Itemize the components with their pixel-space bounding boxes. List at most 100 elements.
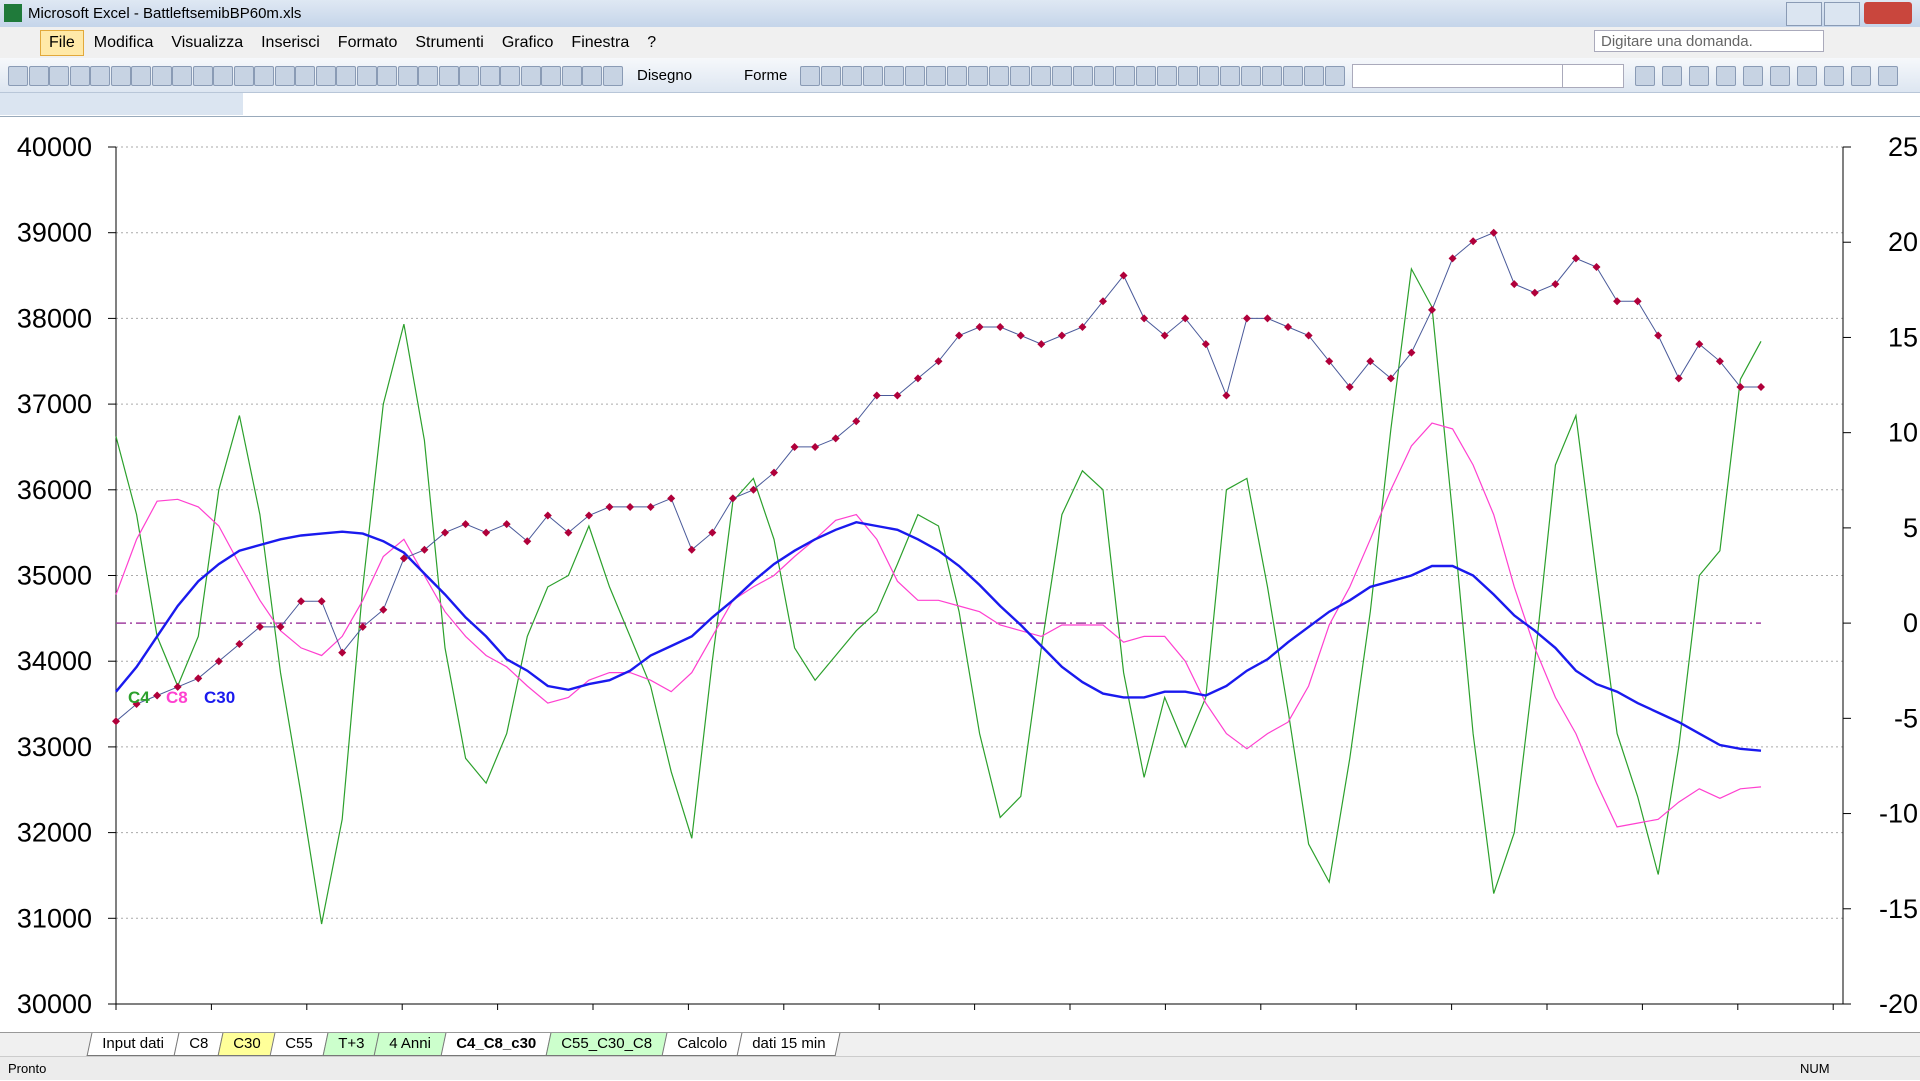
- toolbar-icon[interactable]: [459, 66, 479, 86]
- sheet-tab[interactable]: Input dati: [86, 1033, 180, 1056]
- toolbar-icon[interactable]: [1716, 66, 1736, 86]
- menu-item[interactable]: File: [40, 29, 84, 56]
- toolbar-icon[interactable]: [356, 66, 377, 86]
- maximize-button[interactable]: [1824, 2, 1860, 26]
- toolbar-icon[interactable]: [479, 66, 500, 86]
- toolbar-icon[interactable]: [213, 66, 233, 86]
- tab-label[interactable]: 4 Anni: [389, 1035, 432, 1052]
- help-box[interactable]: Digitare una domanda.: [1594, 30, 1824, 52]
- tab-label[interactable]: Calcolo: [677, 1035, 728, 1052]
- toolbar-icon[interactable]: [274, 66, 295, 86]
- tab-label[interactable]: C55: [285, 1035, 314, 1052]
- sheet-tab[interactable]: Calcolo: [661, 1033, 743, 1056]
- toolbar-icon[interactable]: [905, 66, 925, 86]
- toolbar-icon[interactable]: [1052, 66, 1072, 86]
- tab-label[interactable]: Input dati: [102, 1035, 164, 1052]
- sheet-tab[interactable]: T+3: [322, 1033, 380, 1056]
- toolbar-icon[interactable]: [1325, 66, 1345, 86]
- toolbar-icon[interactable]: [1073, 66, 1093, 86]
- toolbar-icon[interactable]: [1031, 66, 1051, 86]
- toolbar-icon[interactable]: [947, 66, 967, 86]
- sheet-tab[interactable]: dati 15 min: [736, 1033, 841, 1056]
- toolbar-icon[interactable]: [1010, 66, 1030, 86]
- toolbar-icon[interactable]: [8, 66, 28, 86]
- toolbar-icon[interactable]: [541, 66, 561, 86]
- toolbar-icon[interactable]: [315, 66, 336, 86]
- menu-item[interactable]: ?: [647, 33, 657, 51]
- toolbar-icon[interactable]: [192, 66, 213, 86]
- sheet-tab[interactable]: C55: [269, 1033, 329, 1056]
- toolbar-icon[interactable]: [1878, 66, 1898, 86]
- toolbar-icon[interactable]: [968, 66, 988, 86]
- toolbar-icon[interactable]: [1178, 66, 1198, 86]
- tab-label[interactable]: C4_C8_c30: [456, 1035, 537, 1052]
- menu-item[interactable]: Formato: [337, 33, 398, 51]
- toolbar-icon[interactable]: [233, 66, 254, 86]
- tab-label[interactable]: C55_C30_C8: [561, 1035, 653, 1052]
- toolbar-icon[interactable]: [90, 66, 110, 86]
- toolbar-icon[interactable]: [863, 66, 883, 86]
- toolbar-icon[interactable]: [28, 66, 49, 86]
- shapes-menu[interactable]: Forme: [744, 67, 788, 84]
- toolbar-icon[interactable]: [989, 66, 1009, 86]
- toolbar-icon[interactable]: [336, 66, 356, 86]
- toolbar-icon[interactable]: [397, 66, 418, 86]
- drawing-menu[interactable]: Disegno: [637, 67, 693, 84]
- sheet-tab[interactable]: C30: [217, 1033, 276, 1056]
- toolbar-icon[interactable]: [561, 66, 582, 86]
- close-button[interactable]: [1864, 2, 1912, 24]
- toolbar-icon[interactable]: [1770, 66, 1790, 86]
- toolbar-icon[interactable]: [1797, 66, 1817, 86]
- sheet-tab[interactable]: C8: [173, 1033, 224, 1056]
- sheet-tab[interactable]: C55_C30_C8: [545, 1033, 668, 1056]
- toolbar-icon[interactable]: [438, 66, 459, 86]
- toolbar-icon[interactable]: [254, 66, 274, 86]
- toolbar-icon[interactable]: [1241, 66, 1261, 86]
- sheet-tab[interactable]: C4_C8_c30: [440, 1033, 552, 1056]
- menu-item[interactable]: Strumenti: [415, 33, 484, 51]
- toolbar-icon[interactable]: [131, 66, 151, 86]
- minimize-button[interactable]: [1786, 2, 1822, 26]
- tab-label[interactable]: T+3: [338, 1035, 365, 1052]
- toolbar-icon[interactable]: [582, 66, 602, 86]
- toolbar-icon[interactable]: [800, 66, 820, 86]
- menu-item[interactable]: Grafico: [501, 33, 554, 51]
- toolbar-icon[interactable]: [1199, 66, 1219, 86]
- menu-item[interactable]: Finestra: [571, 33, 630, 51]
- toolbar-icon[interactable]: [1304, 66, 1324, 86]
- toolbar-icon[interactable]: [926, 66, 946, 86]
- toolbar-icon[interactable]: [295, 66, 315, 86]
- font-box[interactable]: [1352, 64, 1564, 88]
- size-box[interactable]: [1562, 64, 1624, 88]
- tab-label[interactable]: dati 15 min: [752, 1035, 826, 1052]
- sheet-tab[interactable]: 4 Anni: [373, 1033, 447, 1056]
- toolbar-icon[interactable]: [110, 66, 131, 86]
- toolbar-icon[interactable]: [1824, 66, 1844, 86]
- toolbar-icon[interactable]: [602, 66, 623, 86]
- toolbar-icon[interactable]: [1094, 66, 1114, 86]
- toolbar-icon[interactable]: [500, 66, 520, 86]
- toolbar-icon[interactable]: [1220, 66, 1240, 86]
- menu-item[interactable]: Visualizza: [171, 33, 244, 51]
- name-box[interactable]: [0, 93, 243, 115]
- toolbar-icon[interactable]: [1136, 66, 1156, 86]
- toolbar-icon[interactable]: [842, 66, 862, 86]
- toolbar-icon[interactable]: [418, 66, 438, 86]
- toolbar-icon[interactable]: [1283, 66, 1303, 86]
- menu-item[interactable]: Modifica: [93, 33, 154, 51]
- toolbar-icon[interactable]: [1689, 66, 1709, 86]
- toolbar-icon[interactable]: [69, 66, 90, 86]
- toolbar-icon[interactable]: [1662, 66, 1682, 86]
- toolbar-icon[interactable]: [1743, 66, 1763, 86]
- tab-label[interactable]: C30: [233, 1035, 261, 1052]
- toolbar-icon[interactable]: [1635, 66, 1655, 86]
- toolbar-icon[interactable]: [520, 66, 541, 86]
- toolbar-icon[interactable]: [1851, 66, 1871, 86]
- toolbar-icon[interactable]: [884, 66, 904, 86]
- toolbar-icon[interactable]: [1115, 66, 1135, 86]
- toolbar-icon[interactable]: [151, 66, 172, 86]
- toolbar-icon[interactable]: [172, 66, 192, 86]
- toolbar-icon[interactable]: [377, 66, 397, 86]
- toolbar-icon[interactable]: [1157, 66, 1177, 86]
- toolbar-icon[interactable]: [821, 66, 841, 86]
